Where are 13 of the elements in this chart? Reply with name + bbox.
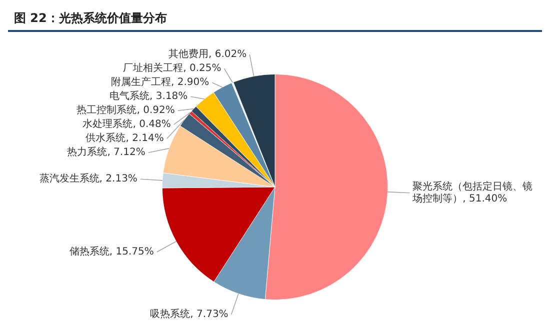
slice-label: 其他费用, 6.02%: [168, 48, 247, 60]
slice-label: 聚光系统（包括定日镜、镜场控制等）, 51.40%: [412, 180, 533, 204]
slice-label: 附属生产工程, 2.90%: [111, 76, 210, 88]
chart-title: 图 22：光热系统价值量分布: [8, 8, 542, 32]
slice-label: 蒸汽发生系统, 2.13%: [39, 172, 138, 185]
slice-label: 水处理系统, 0.48%: [82, 118, 171, 130]
slice-label: 热工控制系统, 0.92%: [76, 104, 175, 116]
slice-label: 电气系统, 3.18%: [110, 90, 188, 102]
slice-label: 储热系统, 15.75%: [69, 246, 154, 258]
slice-label: 吸热系统, 7.73%: [150, 308, 228, 320]
slice-label: 厂址相关工程, 0.25%: [123, 62, 222, 74]
slice-label: 热力系统, 7.12%: [67, 146, 146, 158]
slice-label: 供水系统, 2.14%: [86, 132, 164, 144]
